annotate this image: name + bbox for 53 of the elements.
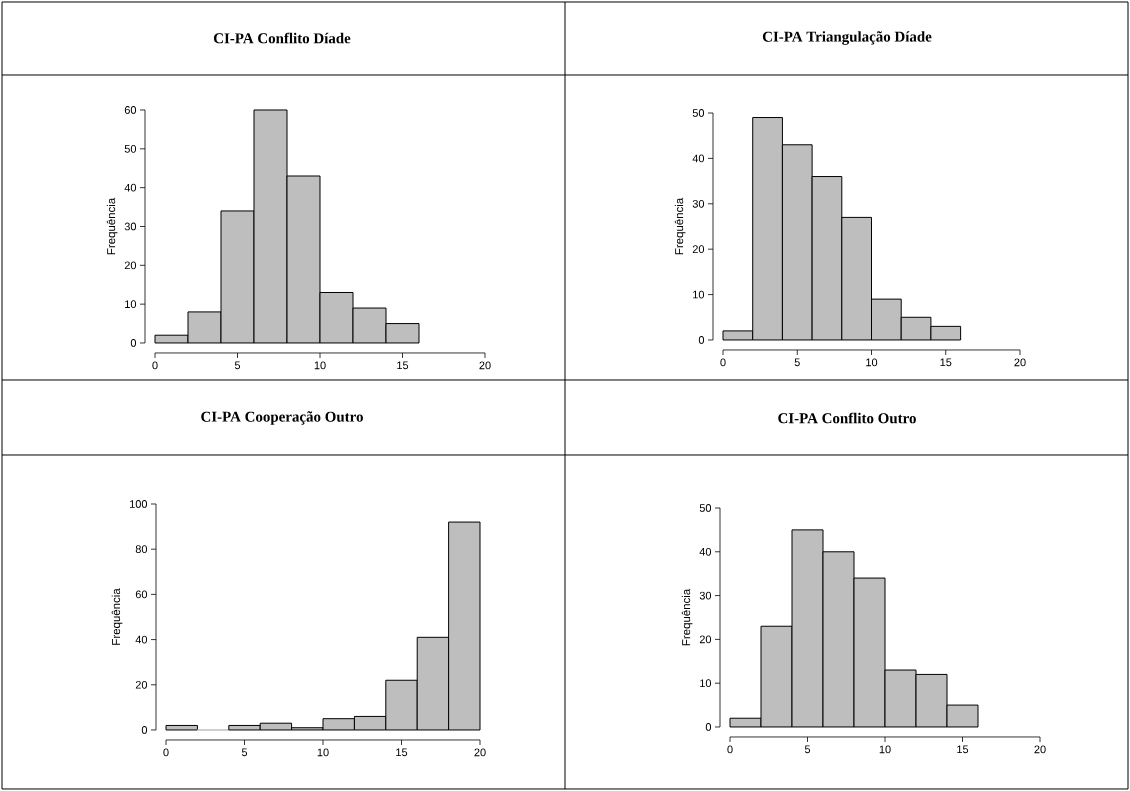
y-tick-label: 60	[135, 590, 148, 599]
x-tick-label: 5	[804, 745, 811, 754]
x-tick-label: 0	[720, 358, 726, 367]
x-tick-label: 5	[234, 361, 241, 370]
y-tick-label: 50	[692, 109, 705, 117]
y-tick-label: 30	[692, 199, 705, 208]
y-tick-label: 40	[692, 154, 705, 163]
x-tick-label: 20	[1034, 745, 1046, 754]
y-tick-label: 50	[124, 144, 137, 153]
x-tick-label: 10	[866, 358, 878, 367]
y-tick-label: 100	[130, 500, 148, 508]
y-tick-label: 50	[699, 504, 712, 512]
y-axis-title: Frequência	[111, 588, 123, 645]
x-tick-label: 10	[314, 361, 326, 370]
x-tick-label: 20	[1014, 358, 1026, 367]
x-tick-label: 0	[152, 361, 158, 370]
x-tick-label: 20	[474, 748, 486, 757]
x-tick-label: 20	[479, 361, 491, 370]
y-tick-label: 30	[124, 222, 137, 231]
y-tick-label: 20	[692, 245, 705, 254]
y-tick-label: 0	[130, 339, 137, 347]
x-tick-label: 10	[317, 748, 329, 757]
y-tick-label: 40	[699, 547, 712, 556]
y-tick-label: 20	[699, 635, 712, 644]
y-axis-title: Frequência	[674, 197, 686, 255]
y-axis-title: Frequência	[106, 197, 118, 255]
y-axis-title: Frequência	[681, 588, 693, 646]
y-tick-label: 0	[705, 723, 712, 731]
y-tick-label: 20	[124, 261, 137, 270]
chart-title: CI-PA Triangulação Díade	[762, 31, 932, 45]
x-tick-label: 5	[794, 358, 800, 367]
x-tick-label: 0	[163, 748, 169, 757]
x-tick-label: 5	[241, 748, 248, 757]
x-tick-label: 15	[397, 361, 409, 370]
y-tick-label: 10	[693, 290, 705, 299]
y-tick-label: 60	[124, 106, 137, 114]
chart-title: CI-PA Conflito Outro	[778, 412, 916, 424]
y-tick-label: 10	[700, 679, 712, 688]
chart-title: CI-PA Cooperação Outro	[201, 411, 363, 425]
y-tick-label: 0	[141, 726, 148, 734]
y-tick-label: 40	[135, 635, 148, 644]
chart-title: CI-PA Conflito Díade	[213, 32, 351, 44]
y-tick-label: 80	[135, 545, 148, 554]
y-tick-label: 40	[124, 183, 137, 192]
y-tick-label: 30	[699, 591, 712, 600]
y-tick-label: 20	[135, 680, 148, 689]
y-tick-label: 10	[125, 300, 137, 309]
x-tick-label: 15	[940, 358, 952, 367]
y-tick-label: 0	[698, 336, 705, 344]
x-tick-label: 15	[396, 748, 408, 757]
x-tick-label: 10	[879, 745, 891, 754]
x-tick-label: 0	[727, 745, 733, 754]
x-tick-label: 15	[957, 745, 969, 754]
